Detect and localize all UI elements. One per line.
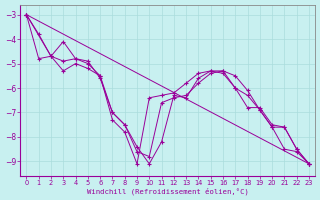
X-axis label: Windchill (Refroidissement éolien,°C): Windchill (Refroidissement éolien,°C) — [87, 188, 249, 195]
